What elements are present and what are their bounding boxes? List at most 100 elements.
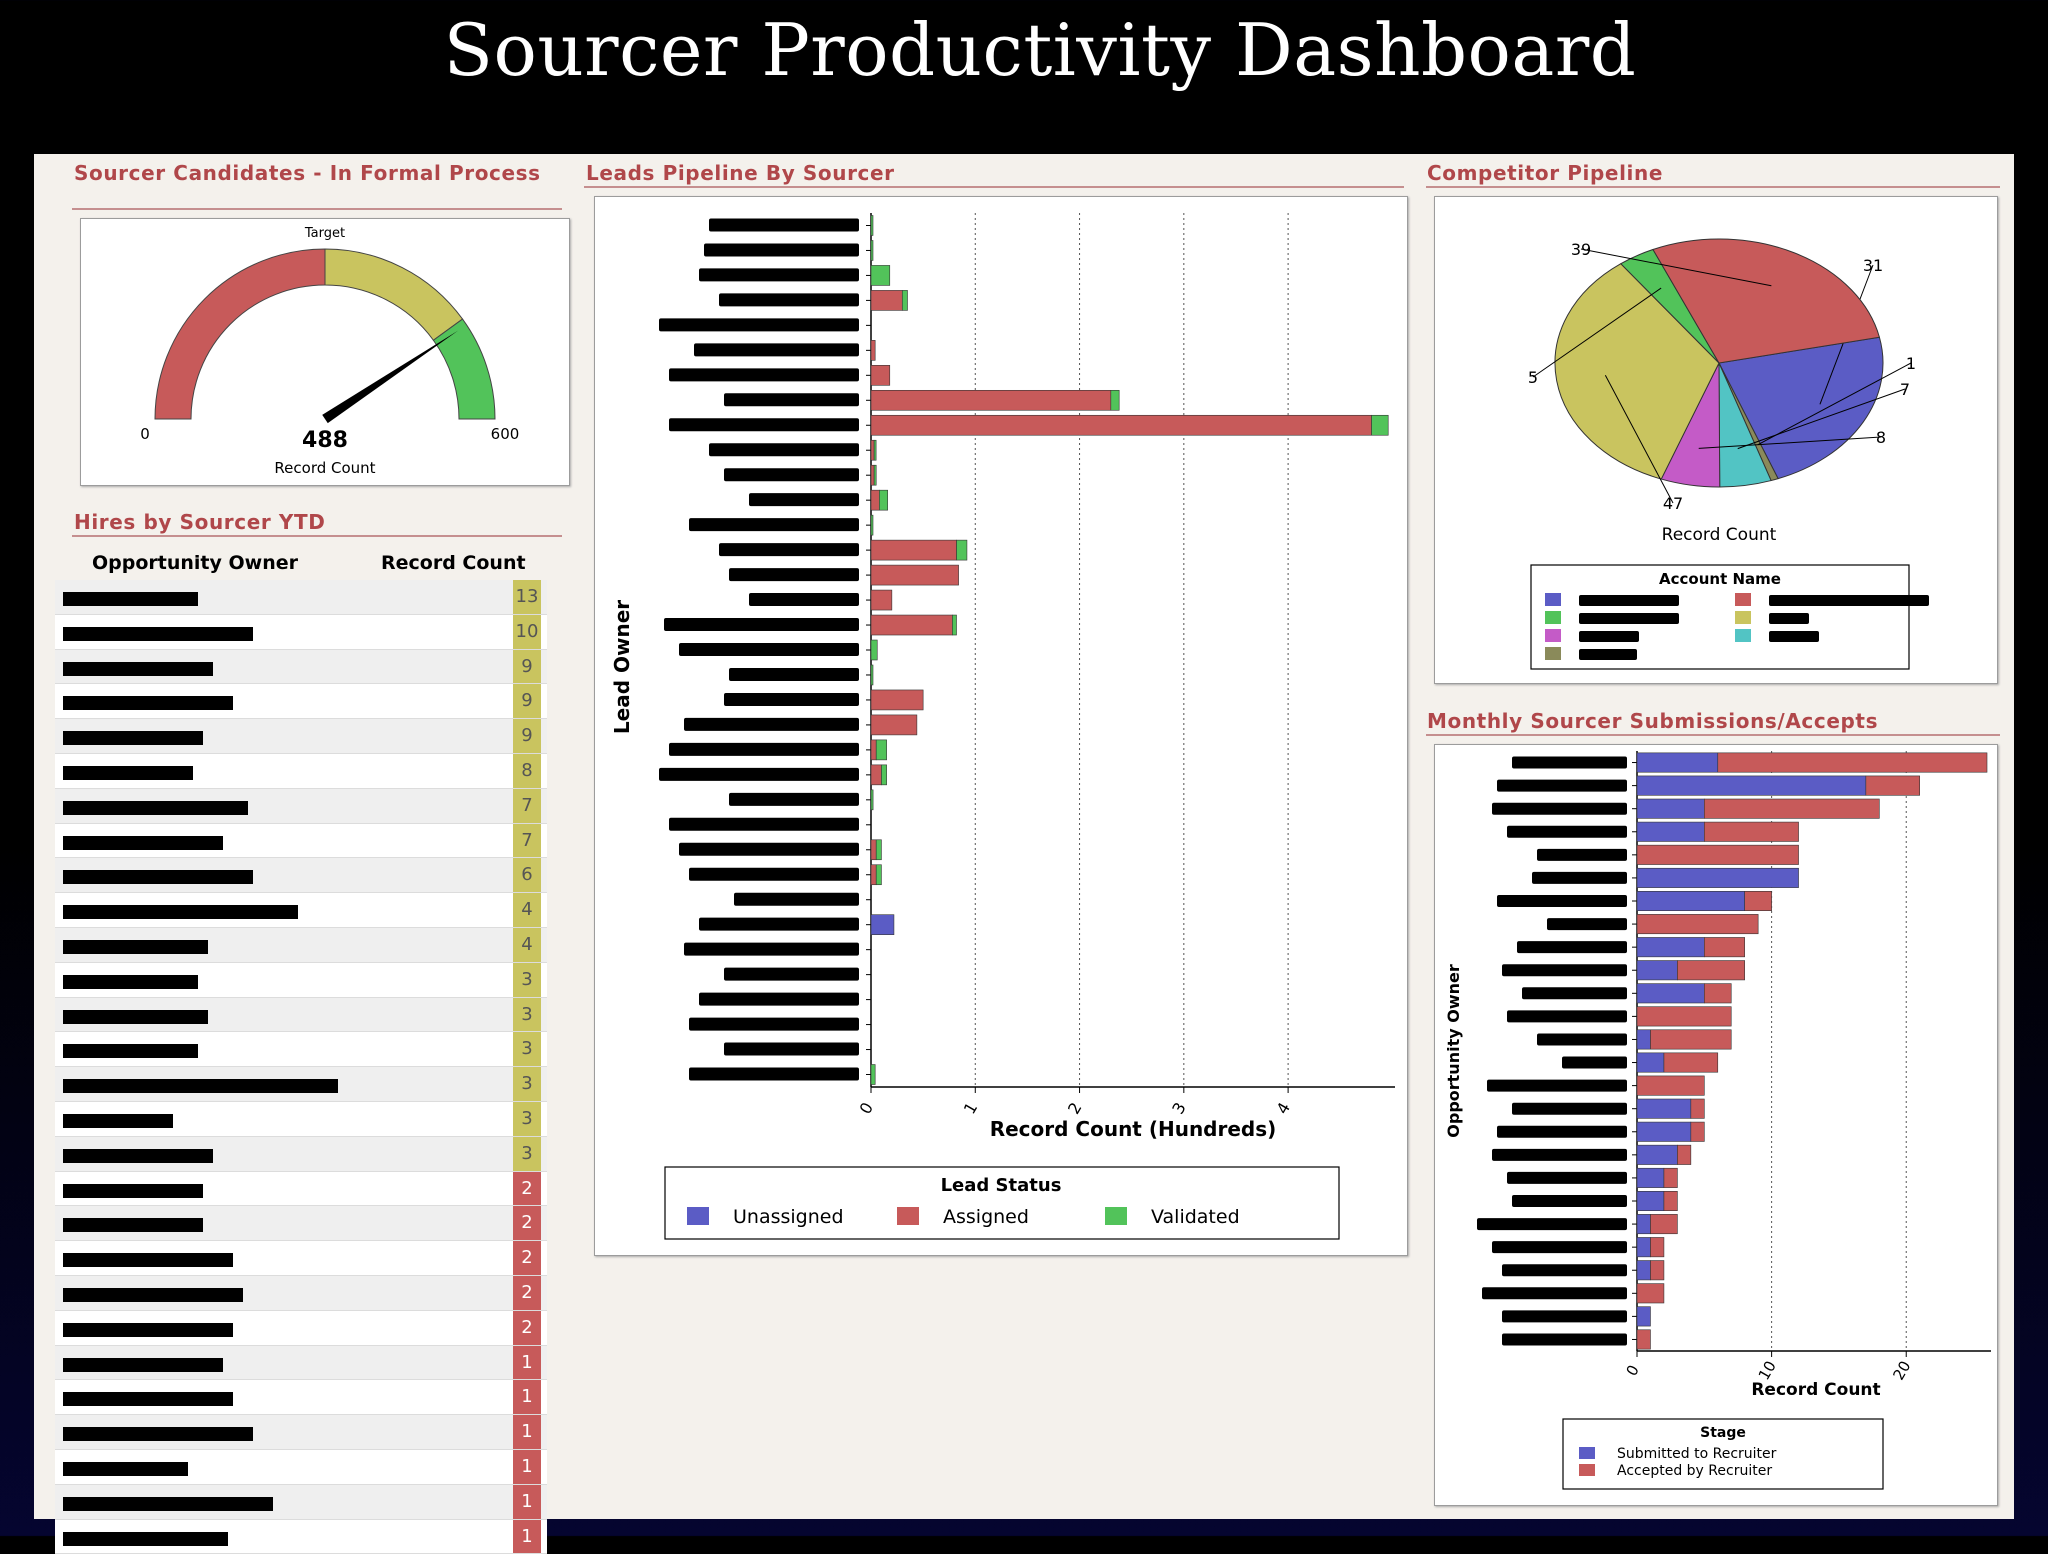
- legend-label-unassigned: Unassigned: [733, 1206, 844, 1228]
- table-row: 8: [55, 753, 547, 789]
- table-row: 3: [55, 1032, 547, 1068]
- lead-owner-name-redacted: [659, 318, 859, 332]
- opportunity-owner-name-redacted: [1507, 1010, 1627, 1023]
- table-row: 3: [55, 1101, 547, 1137]
- table-row: 10: [55, 614, 547, 650]
- leads-bar-assigned: [870, 489, 880, 511]
- lead-owner-name-redacted: [679, 842, 859, 856]
- account-name-redacted: [1579, 613, 1679, 624]
- leads-x-tick-label: 0: [855, 1099, 877, 1117]
- gauge-axis-label: Record Count: [274, 459, 375, 477]
- record-count-cell: 3: [513, 1136, 541, 1171]
- record-count-cell: 9: [513, 649, 541, 684]
- owner-name-redacted: [63, 765, 193, 780]
- leads-bar-unassigned: [870, 914, 895, 935]
- owner-name-redacted: [63, 731, 203, 746]
- monthly-bar-submitted: [1636, 1144, 1678, 1165]
- lead-owner-name-redacted: [724, 967, 859, 981]
- leads-bar-validated: [873, 439, 877, 461]
- leads-legend-box: [664, 1166, 1340, 1240]
- pie-slice-label: 5: [1528, 368, 1538, 387]
- leads-bar-assigned: [870, 839, 877, 861]
- owner-name-redacted: [63, 974, 198, 989]
- monthly-bar-accepted: [1650, 1214, 1678, 1235]
- table-row: 3: [55, 962, 547, 998]
- monthly-bar-accepted: [1677, 960, 1745, 981]
- account-name-redacted: [1579, 649, 1637, 660]
- opportunity-owner-name-redacted: [1537, 1033, 1627, 1046]
- legend-swatch-unassigned: [687, 1207, 709, 1225]
- record-count-cell: 3: [513, 1032, 541, 1067]
- opportunity-owner-name-redacted: [1507, 825, 1627, 838]
- pie-slice-label: 7: [1900, 380, 1910, 399]
- leads-bar-validated: [870, 265, 891, 286]
- record-count-cell: 7: [513, 823, 541, 858]
- monthly-bar-submitted: [1636, 867, 1799, 888]
- table-row: 9: [55, 684, 547, 720]
- table-row: 7: [55, 823, 547, 859]
- lead-owner-name-redacted: [719, 293, 859, 307]
- leads-bar-validated: [901, 290, 908, 311]
- owner-name-redacted: [63, 661, 213, 676]
- table-row: 9: [55, 719, 547, 754]
- opportunity-owner-name-redacted: [1532, 871, 1627, 884]
- gauge-panel: Target 0 600 488 Record Count: [80, 218, 570, 486]
- owner-name-redacted: [63, 1357, 223, 1372]
- lead-owner-name-redacted: [669, 742, 859, 756]
- leads-bar-validated: [870, 514, 874, 536]
- monthly-section-divider: [1426, 734, 2000, 736]
- owner-name-redacted: [63, 1427, 253, 1442]
- monthly-bar-accepted: [1704, 798, 1880, 819]
- leads-x-tick-label: 2: [1064, 1099, 1086, 1117]
- account-name-redacted: [1769, 595, 1929, 606]
- opportunity-owner-name-redacted: [1492, 802, 1627, 815]
- lead-owner-name-redacted: [719, 543, 859, 557]
- lead-owner-name-redacted: [724, 1042, 859, 1056]
- leads-bar-assigned: [870, 764, 882, 786]
- leads-bar-validated: [870, 789, 874, 811]
- owner-name-redacted: [63, 1079, 338, 1094]
- monthly-bar-submitted: [1636, 960, 1678, 981]
- monthly-y-axis-title: Opportunity Owner: [1444, 964, 1463, 1138]
- monthly-bar-submitted: [1636, 1052, 1665, 1073]
- pie-label-leader: [1737, 388, 1906, 450]
- record-count-cell: 2: [513, 1241, 541, 1275]
- lead-owner-name-redacted: [724, 692, 859, 706]
- monthly-legend-box: [1562, 1418, 1884, 1490]
- lead-owner-name-redacted: [689, 518, 859, 532]
- record-count-cell: 4: [513, 927, 541, 962]
- monthly-legend-label: Submitted to Recruiter: [1617, 1446, 1777, 1462]
- gauge-section-divider: [72, 208, 562, 210]
- record-count-cell: 6: [513, 858, 541, 893]
- competitor-section-divider: [1426, 186, 2000, 188]
- leads-bar-validated: [875, 739, 887, 761]
- pie-legend-swatch: [1545, 593, 1561, 606]
- record-count-cell: 9: [513, 684, 541, 719]
- monthly-bar-submitted: [1636, 1214, 1651, 1235]
- owner-name-redacted: [63, 1148, 213, 1163]
- record-count-cell: 10: [513, 614, 541, 649]
- owner-name-redacted: [63, 905, 298, 920]
- lead-owner-name-redacted: [669, 418, 859, 432]
- opportunity-owner-name-redacted: [1502, 964, 1627, 977]
- leads-bar-assigned: [870, 689, 924, 711]
- leads-bar-validated: [1371, 414, 1389, 436]
- lead-owner-name-redacted: [679, 643, 859, 656]
- pie-slice-label: 1: [1906, 354, 1916, 373]
- gauge-band-red: [154, 248, 326, 420]
- lead-owner-name-redacted: [749, 593, 859, 607]
- owner-name-redacted: [63, 870, 253, 885]
- opportunity-owner-name-redacted: [1487, 1079, 1627, 1092]
- pie-slice-4: [1554, 263, 1720, 480]
- opportunity-owner-name-redacted: [1547, 918, 1627, 931]
- hires-section-divider: [72, 535, 562, 537]
- leads-section-title: Leads Pipeline By Sourcer: [586, 161, 895, 185]
- leads-bar-assigned: [870, 439, 875, 461]
- record-count-cell: 2: [513, 1275, 541, 1310]
- opportunity-owner-name-redacted: [1477, 1218, 1627, 1231]
- monthly-bar-accepted: [1717, 752, 1988, 773]
- lead-owner-name-redacted: [709, 443, 859, 457]
- leads-x-axis-title: Record Count (Hundreds): [990, 1117, 1277, 1141]
- monthly-bar-submitted: [1636, 1029, 1651, 1050]
- record-count-cell: 2: [513, 1171, 541, 1206]
